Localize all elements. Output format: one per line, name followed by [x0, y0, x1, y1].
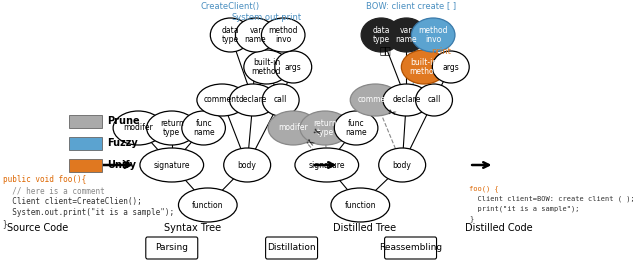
- Ellipse shape: [379, 148, 426, 182]
- Text: Syntax Tree: Syntax Tree: [164, 223, 221, 233]
- Ellipse shape: [401, 50, 447, 84]
- Text: args: args: [285, 62, 301, 72]
- Ellipse shape: [182, 111, 225, 145]
- Text: print: print: [431, 48, 451, 57]
- Ellipse shape: [268, 111, 318, 145]
- Ellipse shape: [140, 148, 204, 182]
- Text: body: body: [237, 160, 257, 170]
- Text: Distilled Code: Distilled Code: [465, 223, 532, 233]
- Text: modifer: modifer: [124, 124, 153, 132]
- Text: body: body: [393, 160, 412, 170]
- Text: ✂: ✂: [311, 126, 323, 138]
- Text: Client client=CreateClien();: Client client=CreateClien();: [3, 197, 141, 206]
- Text: call: call: [428, 96, 441, 104]
- Text: var
name: var name: [396, 26, 417, 44]
- Ellipse shape: [197, 84, 247, 116]
- Ellipse shape: [415, 84, 452, 116]
- Text: args: args: [442, 62, 459, 72]
- Ellipse shape: [230, 84, 276, 116]
- Text: method
invo: method invo: [268, 26, 298, 44]
- Text: ✂: ✂: [304, 137, 316, 149]
- Ellipse shape: [113, 111, 163, 145]
- Ellipse shape: [334, 111, 378, 145]
- Text: comment: comment: [204, 96, 240, 104]
- Ellipse shape: [262, 84, 299, 116]
- FancyBboxPatch shape: [385, 237, 436, 259]
- Text: signature: signature: [154, 160, 190, 170]
- Bar: [68, 137, 102, 150]
- Text: return
type: return type: [313, 119, 337, 137]
- Text: public void foo(){: public void foo(){: [3, 175, 86, 184]
- Text: signature: signature: [308, 160, 345, 170]
- Text: BOW: client create [ ]: BOW: client create [ ]: [365, 2, 456, 10]
- Ellipse shape: [300, 111, 350, 145]
- Text: declare: declare: [392, 96, 420, 104]
- Text: foo() {: foo() {: [469, 185, 499, 192]
- Bar: [68, 159, 102, 172]
- Ellipse shape: [236, 18, 276, 52]
- Text: Reassembling: Reassembling: [379, 244, 442, 253]
- Text: declare: declare: [239, 96, 268, 104]
- Text: }: }: [469, 215, 474, 222]
- Text: method
invo: method invo: [419, 26, 448, 44]
- Ellipse shape: [179, 188, 237, 222]
- Ellipse shape: [211, 18, 250, 52]
- Text: call: call: [274, 96, 287, 104]
- Ellipse shape: [275, 51, 312, 83]
- Ellipse shape: [387, 18, 426, 52]
- FancyBboxPatch shape: [146, 237, 198, 259]
- Text: System.out.print("it is a sample");: System.out.print("it is a sample");: [3, 208, 173, 217]
- Text: comment: comment: [357, 96, 394, 104]
- Text: Distilled Tree: Distilled Tree: [333, 223, 396, 233]
- Ellipse shape: [295, 148, 358, 182]
- Text: func
name: func name: [346, 119, 367, 137]
- Text: }: }: [3, 219, 7, 228]
- Text: Client client=BOW: create client ( );: Client client=BOW: create client ( );: [469, 195, 635, 202]
- Text: func
name: func name: [193, 119, 214, 137]
- Text: 🎲🎲: 🎲🎲: [380, 45, 391, 55]
- Text: // here is a comment: // here is a comment: [3, 186, 104, 195]
- FancyBboxPatch shape: [266, 237, 317, 259]
- Text: built-in
method: built-in method: [252, 58, 281, 76]
- Ellipse shape: [350, 84, 401, 116]
- Text: modifer: modifer: [278, 124, 308, 132]
- Bar: [68, 115, 102, 128]
- Text: System.out.print: System.out.print: [232, 14, 301, 22]
- Text: print("it is a sample");: print("it is a sample");: [469, 205, 580, 211]
- Text: Source Code: Source Code: [7, 223, 68, 233]
- Text: var
name: var name: [244, 26, 266, 44]
- Ellipse shape: [244, 50, 289, 84]
- Text: ✂: ✂: [387, 106, 397, 118]
- Text: Unify: Unify: [108, 160, 136, 171]
- Text: function: function: [344, 201, 376, 210]
- Text: CreateClient(): CreateClient(): [201, 2, 260, 10]
- Text: return
type: return type: [160, 119, 184, 137]
- Ellipse shape: [361, 18, 401, 52]
- Text: built-in
method: built-in method: [409, 58, 439, 76]
- Ellipse shape: [147, 111, 197, 145]
- Text: Parsing: Parsing: [156, 244, 188, 253]
- Ellipse shape: [224, 148, 271, 182]
- Text: data
type: data type: [372, 26, 390, 44]
- Text: function: function: [192, 201, 223, 210]
- Ellipse shape: [331, 188, 390, 222]
- Ellipse shape: [383, 84, 430, 116]
- Ellipse shape: [412, 18, 455, 52]
- Text: Prune: Prune: [108, 116, 140, 127]
- Text: Fuzzy: Fuzzy: [108, 139, 138, 148]
- Ellipse shape: [433, 51, 469, 83]
- Ellipse shape: [261, 18, 305, 52]
- Text: data
type: data type: [221, 26, 239, 44]
- Text: Distillation: Distillation: [268, 244, 316, 253]
